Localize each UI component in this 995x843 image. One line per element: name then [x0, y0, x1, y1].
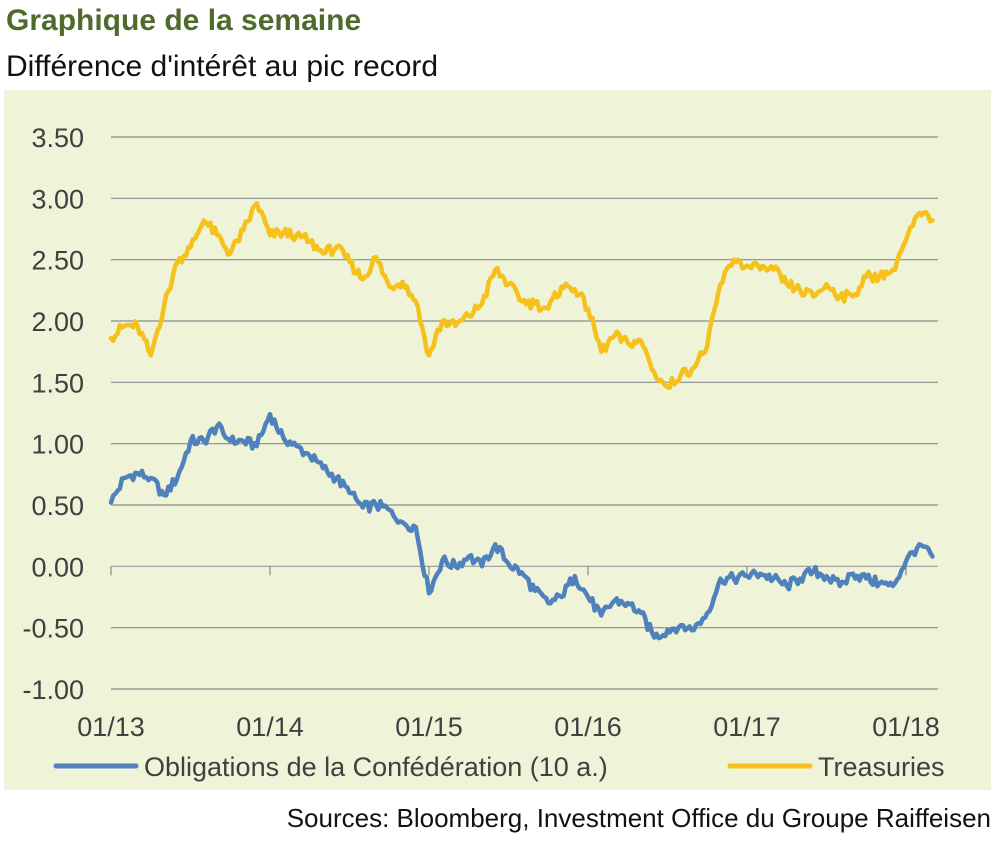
- y-tick-label: 2.50: [31, 246, 84, 276]
- y-tick-label: -1.00: [22, 675, 84, 705]
- y-tick-label: 1.00: [31, 430, 84, 460]
- y-tick-label: -0.50: [22, 614, 84, 644]
- y-tick-label: 0.50: [31, 491, 84, 521]
- legend-label: Obligations de la Confédération (10 a.): [144, 752, 608, 782]
- line-chart: 3.50 3.00 2.50 2.00 1.50 1.00 0.50 0.00 -0.50 -1.…: [22, 123, 945, 782]
- chart-panel: 3.50 3.00 2.50 2.00 1.50 1.00 0.50 0.00 -0.50 -1.…: [4, 90, 991, 790]
- x-tick-label: 01/17: [713, 712, 781, 742]
- chart-title: Graphique de la semaine: [6, 4, 362, 37]
- series-line-1: [108, 411, 935, 641]
- y-tick-label: 0.00: [31, 552, 84, 582]
- legend-label: Treasuries: [818, 752, 945, 782]
- series-line-2: [108, 200, 935, 391]
- y-tick-label: 1.50: [31, 368, 84, 398]
- y-tick-label: 3.50: [31, 123, 84, 153]
- source-note: Sources: Bloomberg, Investment Office du…: [286, 803, 991, 833]
- x-tick-label: 01/13: [77, 712, 145, 742]
- x-tick-label: 01/16: [554, 712, 622, 742]
- x-tick-label: 01/14: [236, 712, 304, 742]
- x-tick-label: 01/15: [395, 712, 463, 742]
- y-tick-label: 3.00: [31, 184, 84, 214]
- x-tick-label: 01/18: [872, 712, 940, 742]
- chart-subtitle: Différence d'intérêt au pic record: [6, 50, 439, 83]
- y-tick-label: 2.00: [31, 307, 84, 337]
